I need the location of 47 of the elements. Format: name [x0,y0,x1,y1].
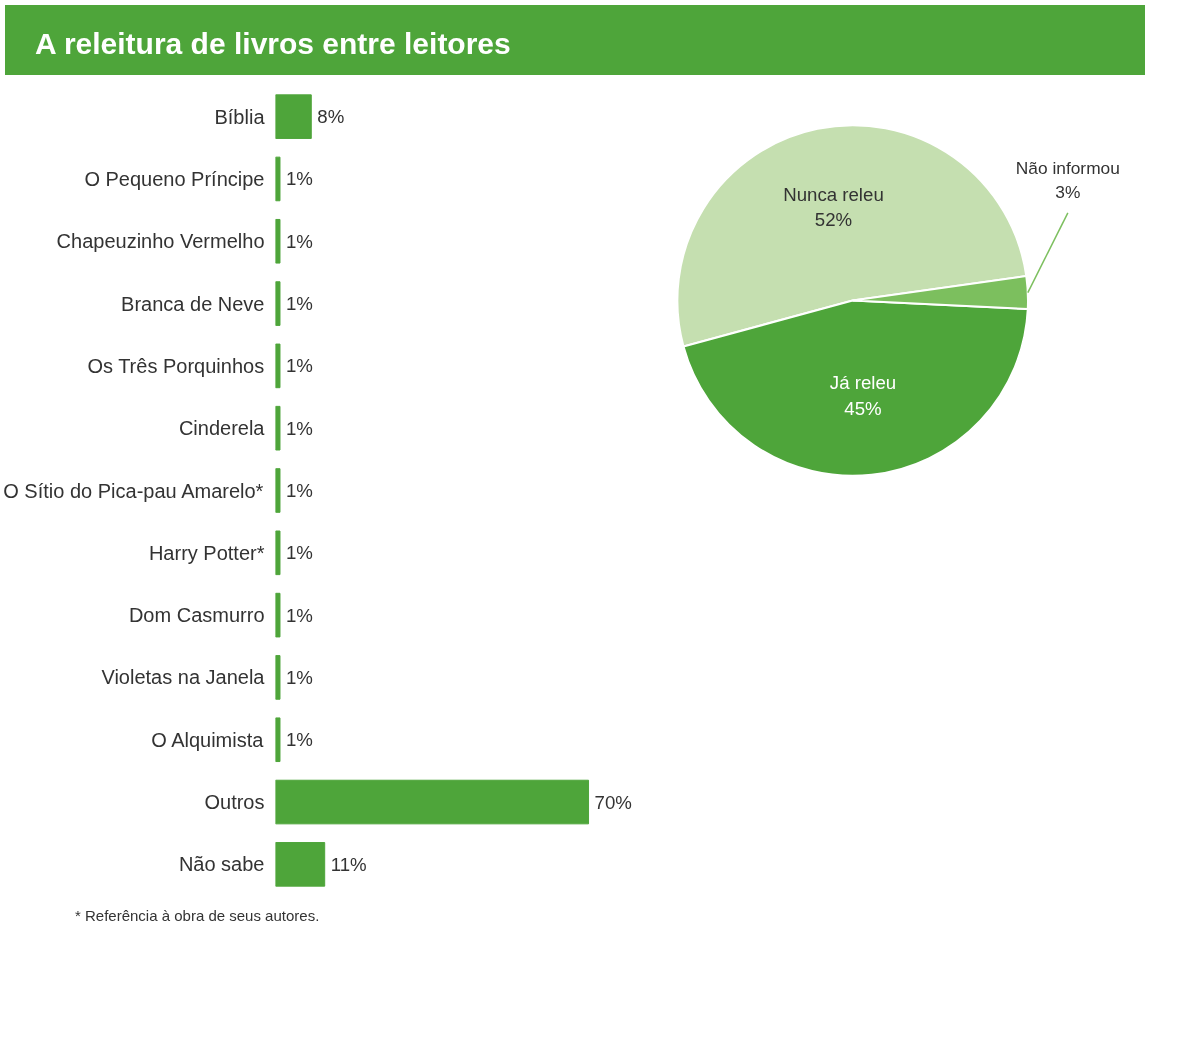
bar [275,281,281,326]
chart-title: A releitura de livros entre leitores [35,26,511,62]
data-label: 1% [285,293,313,315]
y-tick-label: Bíblia [214,105,266,128]
data-label: 1% [285,417,313,439]
data-label: 11% [330,853,367,875]
y-tick-label: Chapeuzinho Vermelho [56,230,265,253]
bar [275,530,281,576]
y-tick-label: Outros [204,791,265,814]
data-label: 1% [285,666,313,688]
data-label: 1% [285,480,313,501]
data-label: 3% [1055,181,1081,202]
bar [275,717,281,763]
y-tick-label: Harry Potter* [148,541,265,564]
y-tick-label: Cinderela [178,417,266,440]
y-tick-label: Não sabe [178,853,265,876]
data-label: 52% [814,209,853,230]
data-label: 1% [285,542,313,564]
y-tick-label: O Pequeno Príncipe [84,167,265,190]
text: * Referência à obra de seus autores. [75,906,320,926]
bar [275,218,281,264]
bar [275,405,281,451]
data-label: 1% [285,604,313,626]
data-label: 1% [285,230,313,252]
bar [275,655,281,700]
bar [275,94,312,139]
slice-label: Já releu [829,372,897,394]
bar [275,468,281,513]
slice-label: Não informou [1015,157,1120,178]
y-tick-label: O Sítio do Pica-pau Amarelo* [3,479,264,502]
data-label: 1% [285,355,313,377]
y-tick-label: O Alquimista [151,728,265,751]
bar [275,343,281,389]
data-label: 1% [285,729,313,751]
bar [275,156,281,202]
y-tick-label: Dom Casmurro [128,604,265,627]
y-tick-label: Violetas na Janela [101,666,266,689]
data-label: 1% [285,168,313,190]
slice-label: Nunca releu [783,183,884,205]
y-tick-label: Os Três Porquinhos [87,354,265,377]
bar [275,779,590,825]
y-tick-label: Branca de Neve [121,292,265,315]
data-label: 70% [594,791,632,813]
data-label: 45% [844,397,882,419]
data-label: 8% [317,106,345,128]
bar [275,592,281,638]
bar [275,842,326,887]
